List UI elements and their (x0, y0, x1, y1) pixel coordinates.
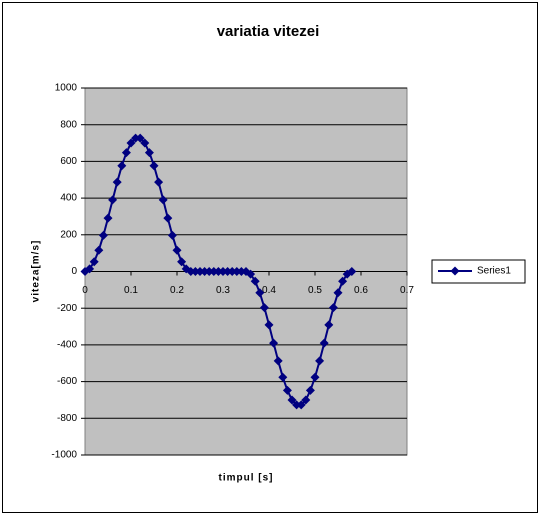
x-tick-label: 0.1 (124, 285, 138, 296)
y-tick-label: -1000 (51, 450, 77, 461)
y-tick-label: -400 (57, 340, 77, 351)
marker (172, 245, 182, 255)
legend-label: Series1 (477, 266, 511, 277)
marker (315, 356, 325, 366)
y-tick-label: 200 (60, 229, 77, 240)
marker (149, 161, 159, 171)
y-axis-label: viteza[m/s] (31, 240, 42, 303)
marker (324, 320, 334, 330)
marker (195, 267, 205, 276)
marker (103, 213, 113, 223)
marker (333, 288, 343, 298)
marker (140, 138, 150, 148)
marker (264, 320, 274, 330)
marker (319, 338, 329, 348)
marker (305, 385, 315, 395)
marker (259, 303, 269, 313)
marker (328, 303, 338, 313)
marker (218, 267, 228, 276)
marker (98, 230, 108, 240)
marker (154, 177, 164, 187)
marker (338, 276, 348, 286)
marker (213, 267, 223, 276)
marker (255, 288, 265, 298)
marker (85, 264, 95, 274)
x-tick-label: 0.3 (216, 285, 230, 296)
chart-title: variatia vitezei (217, 23, 320, 40)
marker (131, 133, 141, 143)
marker (282, 385, 292, 395)
y-tick-label: 0 (71, 266, 77, 277)
marker (163, 213, 173, 223)
marker (287, 395, 297, 405)
y-tick-label: -800 (57, 413, 77, 424)
y-tick-label: 400 (60, 193, 77, 204)
marker (112, 177, 122, 187)
y-tick-label: -200 (57, 303, 77, 314)
marker (144, 148, 154, 158)
marker (117, 161, 127, 171)
marker (236, 267, 246, 276)
x-axis-label: timpul [s] (219, 473, 274, 484)
marker (190, 267, 200, 276)
marker (232, 267, 242, 276)
marker (292, 400, 302, 410)
x-tick-label: 0 (82, 285, 88, 296)
x-tick-label: 0.5 (308, 285, 322, 296)
marker (347, 267, 357, 276)
marker (200, 267, 210, 276)
x-tick-label: 0.2 (170, 285, 184, 296)
marker (158, 195, 168, 205)
marker (223, 267, 233, 276)
marker (250, 276, 260, 286)
marker (204, 267, 214, 276)
marker (246, 269, 256, 279)
x-tick-label: 0.7 (400, 285, 414, 296)
marker (126, 138, 136, 148)
x-tick-label: 0.6 (354, 285, 368, 296)
marker (108, 195, 118, 205)
marker (186, 267, 196, 276)
marker (177, 257, 187, 267)
marker (89, 257, 99, 267)
marker (135, 133, 145, 143)
marker (296, 400, 306, 410)
marker (301, 395, 311, 405)
marker (94, 245, 104, 255)
marker (209, 267, 219, 276)
y-tick-label: 600 (60, 156, 77, 167)
marker (273, 356, 283, 366)
legend-marker (450, 266, 460, 276)
marker (310, 372, 320, 382)
marker (269, 338, 279, 348)
marker (227, 267, 237, 276)
x-tick-label: 0.4 (262, 285, 276, 296)
marker (167, 230, 177, 240)
y-tick-label: -600 (57, 376, 77, 387)
marker (121, 148, 131, 158)
y-tick-label: 1000 (55, 83, 78, 94)
y-tick-label: 800 (60, 119, 77, 130)
marker (278, 372, 288, 382)
legend (431, 259, 526, 284)
